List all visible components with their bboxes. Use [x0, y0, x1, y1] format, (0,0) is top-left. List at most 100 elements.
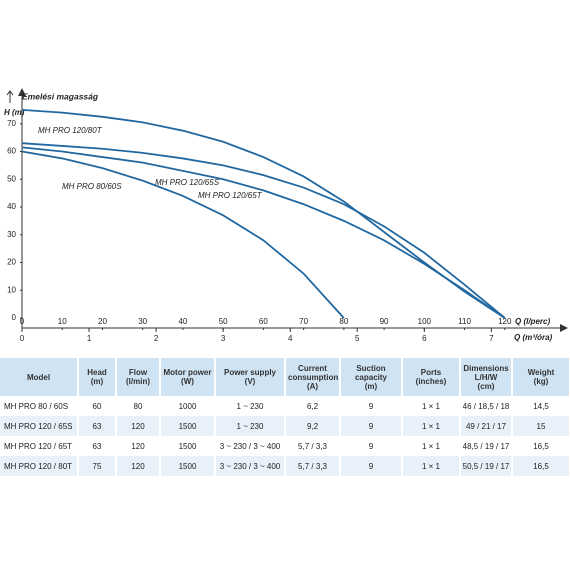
- header-row: Model Head (m) Flow (l/min) Motor power (W)…: [0, 358, 570, 396]
- table-cell: 1000: [160, 396, 216, 416]
- table-cell: 1500: [160, 456, 216, 476]
- y-tick-label: 0: [12, 313, 17, 322]
- table-cell: 120: [116, 416, 161, 436]
- x-tick-label: 50: [219, 317, 228, 326]
- x2-tick-label: 1: [87, 334, 92, 343]
- table-cell: 1 × 1: [402, 456, 461, 476]
- curve-label: MH PRO 120/65T: [198, 191, 263, 200]
- x2-tick-label: 6: [422, 334, 427, 343]
- table-cell: 6,2: [285, 396, 341, 416]
- table-cell: 120: [116, 456, 161, 476]
- y-axis-label: H (m): [4, 108, 25, 117]
- table-cell: 5,7 / 3,3: [285, 436, 341, 456]
- table-cell: 75: [78, 456, 117, 476]
- x2-tick-label: 4: [288, 334, 293, 343]
- x2-tick-label: 0: [20, 334, 25, 343]
- x-axis-label: Q (l/perc): [515, 317, 550, 326]
- x2-tick-label: 7: [489, 334, 494, 343]
- table-cell: 16,5: [512, 456, 570, 476]
- x2-tick-label: 5: [355, 334, 360, 343]
- curve: [21, 146, 506, 319]
- y-tick-label: 20: [7, 258, 16, 267]
- table-cell: MH PRO 120 / 65S: [0, 416, 79, 436]
- x-tick-label: 60: [259, 317, 268, 326]
- header-cell: Head (m): [78, 358, 117, 396]
- table-cell: 80: [116, 396, 161, 416]
- table-cell: 46 / 18,5 / 18: [460, 396, 513, 416]
- curve: [21, 150, 345, 319]
- x2-tick-label: 2: [154, 334, 159, 343]
- y-tick-label: 60: [7, 147, 16, 156]
- table-cell: 63: [78, 436, 117, 456]
- x-tick-label: 120: [498, 317, 512, 326]
- title-arrow: [6, 90, 14, 103]
- x2-tick-label: 3: [221, 334, 226, 343]
- table-cell: 9,2: [285, 416, 341, 436]
- table-cell: 5,7 / 3,3: [285, 456, 341, 476]
- table-cell: 120: [116, 436, 161, 456]
- table-cell: 1 × 1: [402, 436, 461, 456]
- x-tick-label: 40: [178, 317, 187, 326]
- table-cell: 50,5 / 19 / 17: [460, 456, 513, 476]
- spec-table: Model Head (m) Flow (l/min) Motor power (W)…: [0, 358, 570, 476]
- x-tick-label: 90: [380, 317, 389, 326]
- y-tick-label: 30: [7, 230, 16, 239]
- y-tick-label: 50: [7, 174, 16, 183]
- x-tick-label: 30: [138, 317, 147, 326]
- table-cell: 1 × 1: [402, 396, 461, 416]
- table-cell: 60: [78, 396, 117, 416]
- table-cell: MH PRO 80 / 60S: [0, 396, 79, 416]
- x-tick-label: 10: [58, 317, 67, 326]
- header-cell: Model: [0, 358, 79, 396]
- x-tick-label: 70: [299, 317, 308, 326]
- x-arrow: [560, 324, 568, 332]
- table-cell: MH PRO 120 / 80T: [0, 456, 79, 476]
- table-cell: 15: [512, 416, 570, 436]
- header-cell: Flow (l/min): [116, 358, 161, 396]
- table-cell: 1500: [160, 416, 216, 436]
- y-tick-label: 40: [7, 202, 16, 211]
- table-cell: MH PRO 120 / 65T: [0, 436, 79, 456]
- table-cell: 1 ~ 230: [215, 416, 286, 436]
- curve-label: MH PRO 120/65S: [155, 178, 220, 187]
- table-cell: 1 ~ 230: [215, 396, 286, 416]
- y-tick-label: 70: [7, 119, 16, 128]
- x-tick-label: 20: [98, 317, 107, 326]
- header-cell: Power supply (V): [215, 358, 286, 396]
- table-cell: 16,5: [512, 436, 570, 456]
- chart: Emelési magasság H (m) Q (l/perc) Q (m³/…: [4, 88, 568, 343]
- x-tick-label: 80: [339, 317, 348, 326]
- table-cell: 14,5: [512, 396, 570, 416]
- table-cell: 1500: [160, 436, 216, 456]
- table-cell: 9: [340, 416, 403, 436]
- curve: [21, 142, 506, 319]
- curve: [21, 108, 506, 319]
- header-cell: Suction capacity (m): [340, 358, 403, 396]
- table-cell: 9: [340, 436, 403, 456]
- header-cell: Ports (inches): [402, 358, 461, 396]
- chart-title: Emelési magasság: [22, 91, 99, 101]
- x-tick-label: 100: [418, 317, 432, 326]
- table-cell: 9: [340, 396, 403, 416]
- header-cell: Dimensions L/H/W (cm): [460, 358, 513, 396]
- table-row: MH PRO 120 / 65T 63 120 1500 3 ~ 230 / 3 ~ 4…: [0, 436, 570, 456]
- header-cell: Current consumption (A): [285, 358, 341, 396]
- header-cell: Motor power (W): [160, 358, 216, 396]
- table-cell: 9: [340, 456, 403, 476]
- x-tick-label: 0: [20, 317, 25, 326]
- curve-label: MH PRO 120/80T: [38, 126, 103, 135]
- table-cell: 3 ~ 230 / 3 ~ 400: [215, 456, 286, 476]
- header-cell: Weight (kg): [512, 358, 570, 396]
- x-tick-label: 110: [458, 317, 471, 326]
- table-cell: 63: [78, 416, 117, 436]
- y-arrow: [18, 88, 26, 96]
- table-cell: 3 ~ 230 / 3 ~ 400: [215, 436, 286, 456]
- x2-axis-label: Q (m³/óra): [514, 333, 553, 342]
- y-tick-label: 10: [7, 285, 16, 294]
- curve-label: MH PRO 80/60S: [62, 182, 122, 191]
- table-cell: 49 / 21 / 17: [460, 416, 513, 436]
- table-cell: 1 × 1: [402, 416, 461, 436]
- table-cell: 48,5 / 19 / 17: [460, 436, 513, 456]
